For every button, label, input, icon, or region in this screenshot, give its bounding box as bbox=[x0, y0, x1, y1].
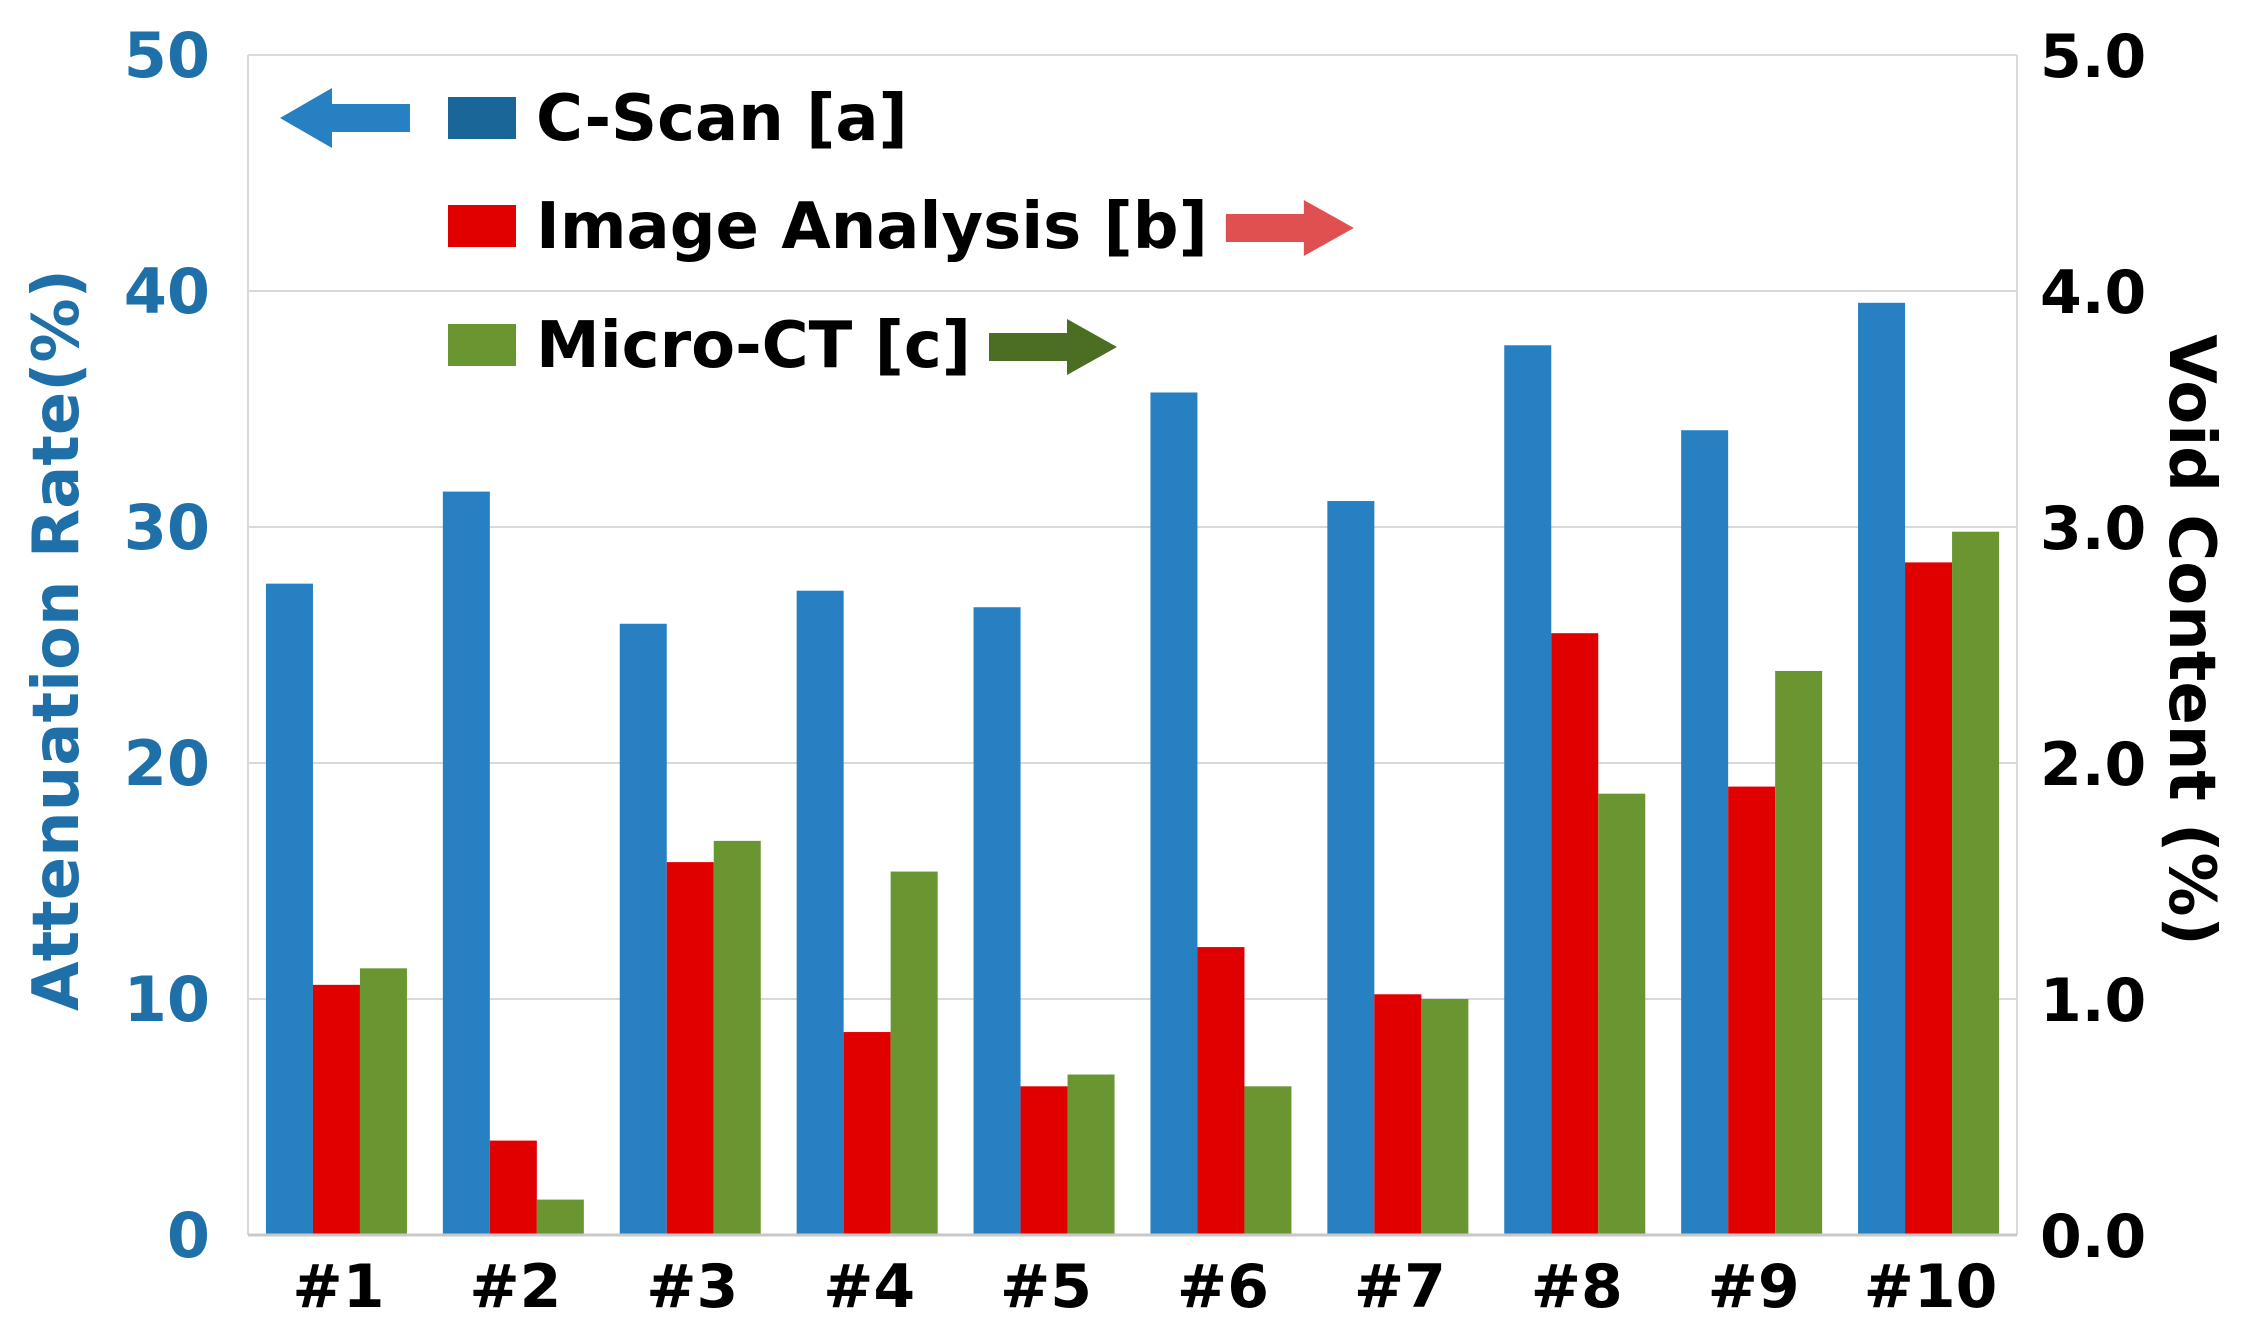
right-tick-label: 5.0 bbox=[2040, 22, 2146, 92]
x-tick-label: #10 bbox=[1864, 1252, 1998, 1322]
x-tick-label: #5 bbox=[1000, 1252, 1092, 1322]
bar-1-8 bbox=[1728, 786, 1776, 1235]
bar-2-4 bbox=[1067, 1074, 1115, 1235]
x-tick-label: #9 bbox=[1708, 1252, 1800, 1322]
grid-layer bbox=[247, 54, 2018, 1236]
legend-label-2: Micro-CT [c] bbox=[536, 309, 971, 383]
right-tick-label: 0.0 bbox=[2040, 1202, 2146, 1272]
bar-1-9 bbox=[1905, 562, 1953, 1235]
bar-0-8 bbox=[1681, 430, 1729, 1235]
bar-0-6 bbox=[1327, 501, 1375, 1235]
left-tick-label: 0 bbox=[167, 1199, 210, 1272]
bar-0-2 bbox=[619, 623, 667, 1235]
bar-2-3 bbox=[890, 871, 938, 1235]
x-tick-label: #8 bbox=[1531, 1252, 1623, 1322]
legend-arrow-right-icon bbox=[1225, 200, 1354, 256]
bar-0-5 bbox=[1150, 392, 1198, 1236]
x-tick-label: #2 bbox=[469, 1252, 561, 1322]
legend-layer: C-Scan [a] Image Analysis [b] Micro-CT [c] bbox=[280, 82, 1354, 383]
bar-1-3 bbox=[843, 1032, 891, 1235]
bar-2-5 bbox=[1244, 1086, 1292, 1235]
bar-2-9 bbox=[1952, 531, 2000, 1235]
left-tick-label: 40 bbox=[124, 255, 210, 328]
bar-1-4 bbox=[1020, 1086, 1068, 1235]
x-tick-label: #7 bbox=[1354, 1252, 1446, 1322]
left-tick-label: 30 bbox=[124, 491, 210, 564]
bar-0-3 bbox=[796, 590, 844, 1235]
bar-2-6 bbox=[1421, 999, 1469, 1235]
x-tick-label: #4 bbox=[823, 1252, 915, 1322]
bar-1-6 bbox=[1374, 994, 1422, 1235]
right-tick-label: 2.0 bbox=[2040, 730, 2146, 800]
legend-swatch-2 bbox=[448, 324, 516, 366]
bar-0-1 bbox=[442, 491, 490, 1236]
bar-0-7 bbox=[1504, 345, 1552, 1235]
legend-arrow-left-icon bbox=[280, 88, 410, 148]
left-axis-title: Attenuation Rate(%) bbox=[20, 269, 94, 1011]
bar-1-0 bbox=[312, 984, 360, 1235]
legend-arrow-right-icon bbox=[989, 319, 1117, 375]
bar-2-2 bbox=[713, 840, 761, 1235]
x-tick-label: #6 bbox=[1177, 1252, 1269, 1322]
legend-swatch-0 bbox=[448, 97, 516, 139]
bar-2-8 bbox=[1775, 670, 1823, 1235]
bar-0-0 bbox=[265, 583, 313, 1235]
bar-layer bbox=[265, 302, 2000, 1236]
bar-2-0 bbox=[359, 968, 407, 1235]
legend-label-1: Image Analysis [b] bbox=[536, 190, 1208, 264]
x-tick-label: #3 bbox=[646, 1252, 738, 1322]
bar-1-7 bbox=[1551, 633, 1599, 1235]
left-tick-label: 10 bbox=[124, 963, 210, 1036]
right-axis-title: Void Content (%) bbox=[2154, 334, 2228, 946]
axis-layer: 0 10 20 30 40 50 0.0 1.0 2.0 3.0 4.0 5.0 #1 #2 #3 #4 #5 #… bbox=[20, 19, 2228, 1322]
left-tick-label: 50 bbox=[124, 19, 210, 92]
bar-2-1 bbox=[536, 1199, 584, 1235]
right-tick-label: 1.0 bbox=[2040, 966, 2146, 1036]
bar-1-2 bbox=[666, 862, 714, 1235]
legend-label-0: C-Scan [a] bbox=[536, 82, 908, 156]
bar-0-4 bbox=[973, 607, 1021, 1235]
bar-0-9 bbox=[1858, 302, 1906, 1235]
left-tick-label: 20 bbox=[124, 727, 210, 800]
right-tick-label: 3.0 bbox=[2040, 494, 2146, 564]
bar-2-7 bbox=[1598, 793, 1646, 1235]
bar-1-5 bbox=[1197, 947, 1245, 1235]
bar-1-1 bbox=[489, 1140, 537, 1235]
right-tick-label: 4.0 bbox=[2040, 258, 2146, 328]
x-tick-label: #1 bbox=[292, 1252, 384, 1322]
legend-swatch-1 bbox=[448, 205, 516, 247]
